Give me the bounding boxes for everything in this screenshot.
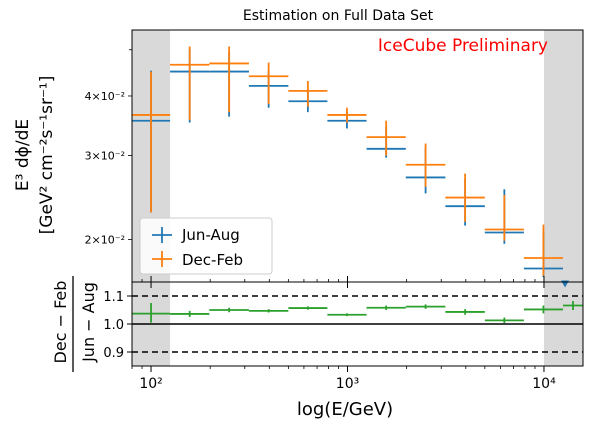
ratio-reference-lines	[132, 295, 583, 353]
x-axis-label: log(E/GeV)	[297, 399, 393, 420]
ratio-series	[132, 301, 583, 324]
ticks: 10² 10³ 10⁴ 2×10⁻² 3×10⁻² 4×10⁻² 0.9 1.0 1.1	[85, 49, 556, 392]
point-dec-feb-0	[132, 71, 171, 213]
legend-label-dec-feb: Dec-Feb	[182, 251, 243, 269]
top-y-axis-label-line1: E³ dϕ/dE	[13, 119, 33, 191]
ratio-y-label-numerator: Dec − Feb	[51, 281, 70, 364]
top-y-axis-label-line2: [GeV² cm⁻²s⁻¹sr⁻¹]	[37, 76, 57, 235]
point-dec-feb-9	[484, 195, 524, 241]
chart-title: Estimation on Full Data Set	[243, 8, 434, 24]
point-dec-feb-5	[327, 107, 367, 123]
point-dec-feb-2	[209, 46, 249, 113]
point-dec-feb-4	[288, 81, 328, 107]
ratio-point-0	[132, 303, 171, 323]
point-dec-feb-3	[248, 62, 289, 104]
icecube-preliminary-annotation: IceCube Preliminary	[378, 36, 548, 56]
point-dec-feb-6	[366, 120, 406, 156]
ratio-point-8	[445, 309, 485, 315]
ratio-point-11	[563, 301, 583, 310]
top-y-tick-label-0: 2×10⁻²	[85, 234, 125, 247]
ratio-y-tick-label-0: 0.9	[103, 346, 124, 361]
ratio-point-10	[523, 305, 564, 314]
ratio-y-tick-label-2: 1.1	[103, 290, 124, 305]
ratio-point-9	[484, 317, 524, 324]
top-y-tick-label-2: 4×10⁻²	[85, 90, 125, 103]
series-dec-feb	[132, 46, 564, 276]
legend-frame	[139, 217, 273, 275]
shaded-region-top-1	[543, 30, 583, 282]
ratio-point-2	[209, 307, 249, 313]
ratio-point-7	[405, 304, 446, 309]
ratio-point-5	[327, 313, 367, 317]
legend-marker-jun-aug	[152, 227, 172, 243]
ratio-point-1	[170, 310, 210, 317]
x-tick-label-2: 10⁴	[532, 376, 556, 392]
point-dec-feb-1	[170, 46, 210, 121]
point-dec-feb-10	[523, 224, 564, 276]
legend-label-jun-aug: Jun-Aug	[181, 226, 240, 244]
ratio-y-label-denominator: Jun − Aug	[79, 282, 98, 363]
ratio-point-4	[288, 306, 328, 310]
top-y-tick-label-1: 3×10⁻²	[85, 150, 125, 163]
ratio-point-6	[366, 305, 406, 310]
legend-marker-dec-feb	[152, 251, 172, 267]
x-tick-label-1: 10³	[336, 376, 359, 392]
ratio-y-tick-label-1: 1.0	[103, 318, 124, 333]
point-dec-feb-8	[445, 173, 485, 222]
ratio-y-axis-label: Dec − Feb Jun − Aug	[51, 276, 98, 372]
point-dec-feb-7	[405, 143, 446, 187]
legend: Jun-Aug Dec-Feb	[139, 217, 273, 275]
x-tick-label-0: 10²	[139, 376, 162, 392]
ratio-point-3	[248, 309, 289, 313]
